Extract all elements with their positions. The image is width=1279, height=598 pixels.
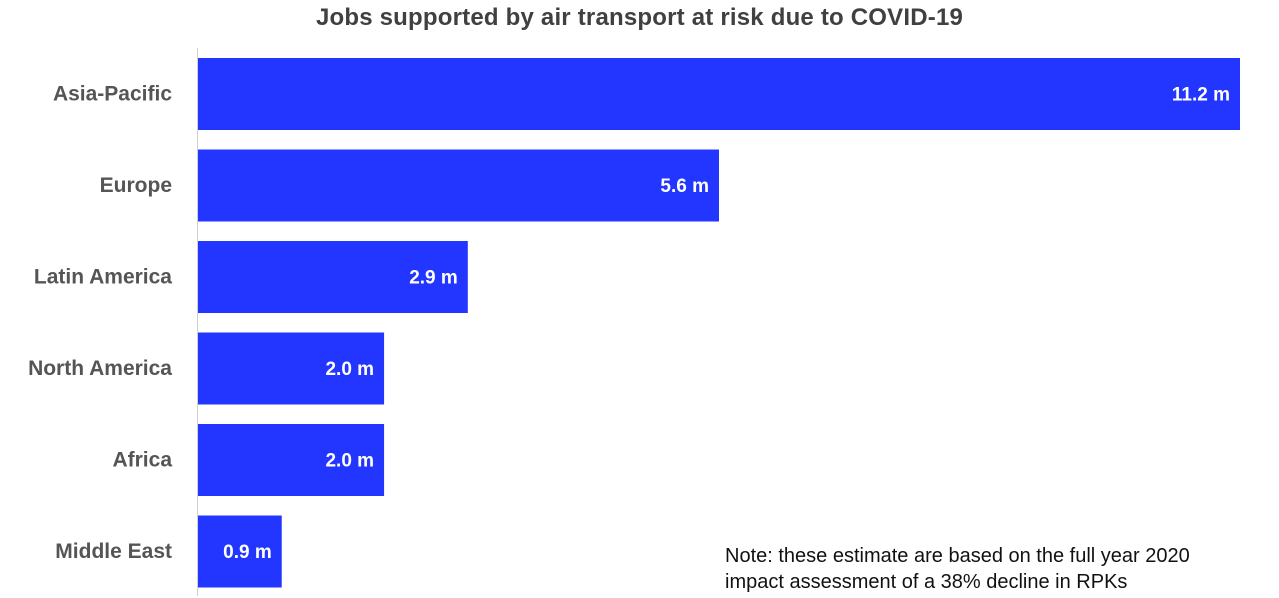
- bar-europe: [198, 149, 719, 222]
- note-line-1: Note: these estimate are based on the fu…: [725, 545, 1190, 567]
- data-label: 2.9 m: [409, 268, 458, 289]
- data-label: 11.2 m: [1172, 85, 1230, 106]
- chart-title: Jobs supported by air transport at risk …: [315, 4, 964, 31]
- note-line-2: impact assessment of a 38% decline in RP…: [725, 571, 1128, 593]
- category-label: Middle East: [55, 540, 172, 563]
- bar-africa: [198, 424, 385, 496]
- bar-asia-pacific: [198, 58, 1240, 130]
- category-label: Africa: [112, 449, 172, 472]
- category-label: Latin America: [34, 266, 172, 289]
- data-label: 2.0 m: [325, 451, 374, 472]
- data-label: 2.0 m: [325, 359, 374, 380]
- data-label: 5.6 m: [660, 176, 709, 197]
- bar-middle-east: [198, 515, 282, 588]
- category-label: North America: [28, 357, 172, 380]
- bar-latin-america: [198, 241, 468, 313]
- category-label: Europe: [100, 174, 172, 197]
- chart-note: Note: these estimate are based on the fu…: [725, 543, 1190, 595]
- category-label: Asia-Pacific: [53, 83, 172, 106]
- data-label: 0.9 m: [223, 542, 272, 563]
- bar-north-america: [198, 332, 385, 405]
